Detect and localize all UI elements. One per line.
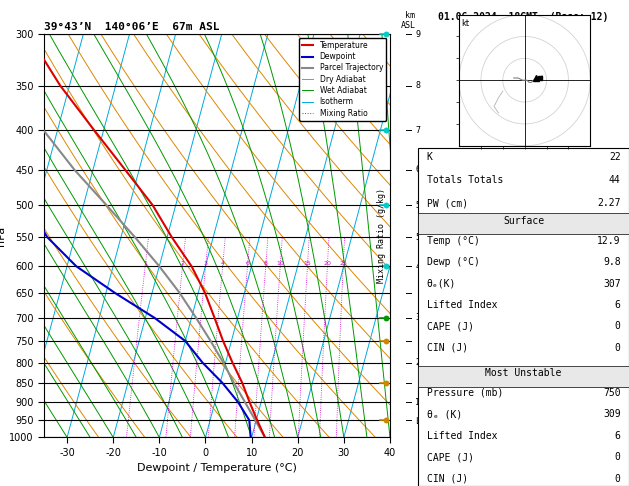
Text: CIN (J): CIN (J) xyxy=(426,473,468,484)
Text: 0: 0 xyxy=(615,321,621,331)
Y-axis label: hPa: hPa xyxy=(0,226,6,246)
Text: 309: 309 xyxy=(603,409,621,419)
Legend: Temperature, Dewpoint, Parcel Trajectory, Dry Adiabat, Wet Adiabat, Isotherm, Mi: Temperature, Dewpoint, Parcel Trajectory… xyxy=(299,38,386,121)
Text: 9: 9 xyxy=(416,30,420,38)
Text: 6: 6 xyxy=(615,300,621,310)
Text: Surface: Surface xyxy=(503,216,544,226)
Text: 4: 4 xyxy=(416,262,420,271)
Text: 20: 20 xyxy=(323,261,331,266)
Text: Pressure (mb): Pressure (mb) xyxy=(426,388,503,398)
X-axis label: Dewpoint / Temperature (°C): Dewpoint / Temperature (°C) xyxy=(137,463,297,473)
Text: 12.9: 12.9 xyxy=(597,236,621,245)
Bar xyxy=(418,148,629,486)
Text: Lifted Index: Lifted Index xyxy=(426,300,497,310)
Text: CAPE (J): CAPE (J) xyxy=(426,452,474,462)
Text: 22: 22 xyxy=(609,152,621,162)
Text: 2.27: 2.27 xyxy=(597,198,621,208)
Text: 5: 5 xyxy=(416,233,420,242)
Text: Dewp (°C): Dewp (°C) xyxy=(426,257,479,267)
Text: 5.5: 5.5 xyxy=(416,201,430,209)
Text: Temp (°C): Temp (°C) xyxy=(426,236,479,245)
Text: 2: 2 xyxy=(416,358,420,367)
Text: K: K xyxy=(426,152,433,162)
Text: 15: 15 xyxy=(304,261,311,266)
Text: km
ASL: km ASL xyxy=(401,11,416,30)
Text: 10: 10 xyxy=(276,261,284,266)
Text: 39°43’N  140°06’E  67m ASL: 39°43’N 140°06’E 67m ASL xyxy=(44,22,220,32)
Text: 1: 1 xyxy=(416,398,420,407)
Text: 0: 0 xyxy=(615,473,621,484)
Text: CAPE (J): CAPE (J) xyxy=(426,321,474,331)
Text: 6: 6 xyxy=(245,261,250,266)
Text: 3: 3 xyxy=(204,261,208,266)
Text: 44: 44 xyxy=(609,175,621,185)
Text: 750: 750 xyxy=(603,388,621,398)
Text: 0: 0 xyxy=(615,452,621,462)
Text: LCL: LCL xyxy=(416,417,430,427)
Text: θₑ(K): θₑ(K) xyxy=(426,278,456,289)
Text: 4: 4 xyxy=(221,261,225,266)
Text: 8: 8 xyxy=(264,261,268,266)
Text: Most Unstable: Most Unstable xyxy=(486,368,562,378)
Text: 0: 0 xyxy=(615,343,621,353)
Text: 1: 1 xyxy=(143,261,147,266)
Text: 2: 2 xyxy=(181,261,184,266)
Text: 307: 307 xyxy=(603,278,621,289)
Text: Lifted Index: Lifted Index xyxy=(426,431,497,441)
Text: 25: 25 xyxy=(339,261,347,266)
Text: 3: 3 xyxy=(416,313,420,322)
Text: Mixing Ratio (g/kg): Mixing Ratio (g/kg) xyxy=(377,188,386,283)
Text: 01.06.2024  18GMT  (Base: 12): 01.06.2024 18GMT (Base: 12) xyxy=(438,12,609,22)
Text: kt: kt xyxy=(461,19,469,28)
Text: 9.8: 9.8 xyxy=(603,257,621,267)
Text: 6: 6 xyxy=(615,431,621,441)
Text: 8: 8 xyxy=(416,81,420,90)
Bar xyxy=(418,213,629,234)
Text: 6: 6 xyxy=(416,165,420,174)
Text: 7: 7 xyxy=(416,126,420,135)
Text: PW (cm): PW (cm) xyxy=(426,198,468,208)
Text: Totals Totals: Totals Totals xyxy=(426,175,503,185)
Text: θₑ (K): θₑ (K) xyxy=(426,409,462,419)
Text: CIN (J): CIN (J) xyxy=(426,343,468,353)
Bar xyxy=(418,365,629,386)
